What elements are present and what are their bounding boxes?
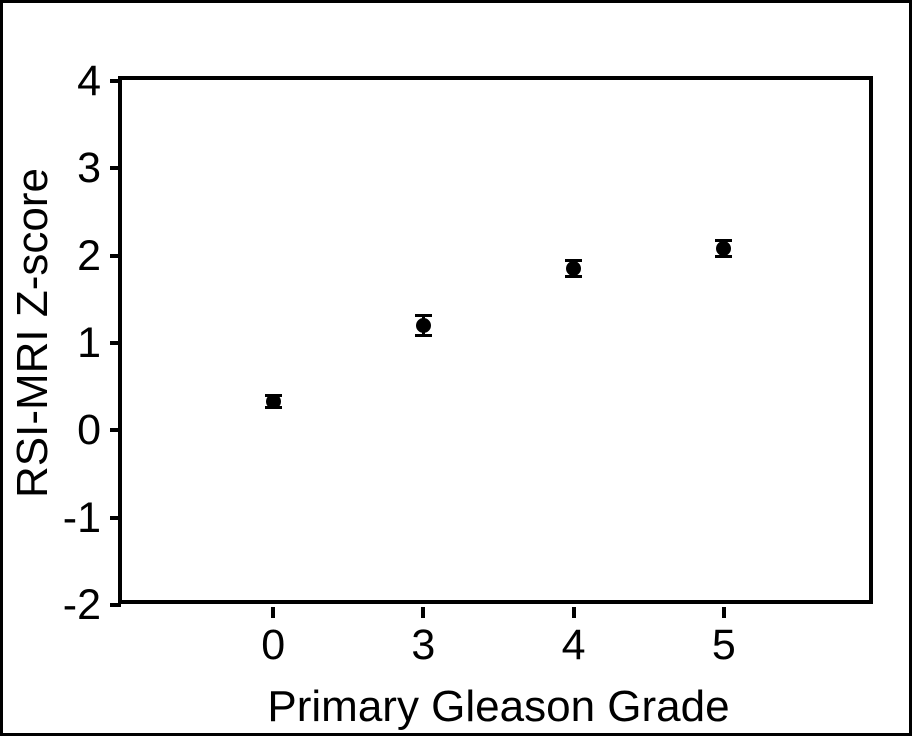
x-tick-label: 0 — [261, 621, 286, 669]
y-axis-tick — [110, 79, 121, 83]
error-bar-cap-bottom — [565, 275, 583, 279]
x-axis-tick — [421, 607, 426, 618]
error-bar-cap-bottom — [715, 255, 733, 259]
x-axis-tick — [571, 607, 576, 618]
x-tick-label: 5 — [711, 621, 736, 669]
x-tick-label: 3 — [411, 621, 436, 669]
y-axis-tick — [110, 341, 121, 345]
plot-area — [118, 76, 873, 604]
error-bar-cap-bottom — [414, 333, 432, 337]
y-axis-title: RSI-MRI Z-score — [8, 168, 57, 498]
x-axis-tick — [271, 607, 276, 618]
error-bar-cap-top — [414, 314, 432, 318]
x-tick-label: 4 — [561, 621, 586, 669]
x-axis-tick — [721, 607, 726, 618]
y-axis-tick — [110, 253, 121, 258]
data-point-marker — [415, 318, 431, 334]
y-tick-label: -1 — [62, 493, 101, 542]
y-tick-label: 0 — [77, 406, 101, 455]
y-axis-tick — [110, 428, 121, 433]
y-tick-label: 1 — [77, 319, 101, 367]
data-point-marker — [566, 261, 582, 277]
x-axis-title: Primary Gleason Grade — [267, 682, 730, 731]
error-bar-cap-top — [565, 259, 583, 263]
error-bar-cap-top — [715, 239, 733, 243]
y-tick-label: -2 — [62, 581, 101, 629]
data-point-marker — [716, 241, 732, 257]
y-tick-label: 2 — [77, 231, 101, 280]
y-axis-tick — [110, 515, 121, 520]
y-axis-tick — [110, 166, 121, 171]
y-tick-label: 3 — [77, 144, 101, 193]
y-axis-tick — [110, 603, 121, 607]
data-point-marker — [265, 394, 281, 409]
y-tick-label: 4 — [77, 57, 101, 105]
